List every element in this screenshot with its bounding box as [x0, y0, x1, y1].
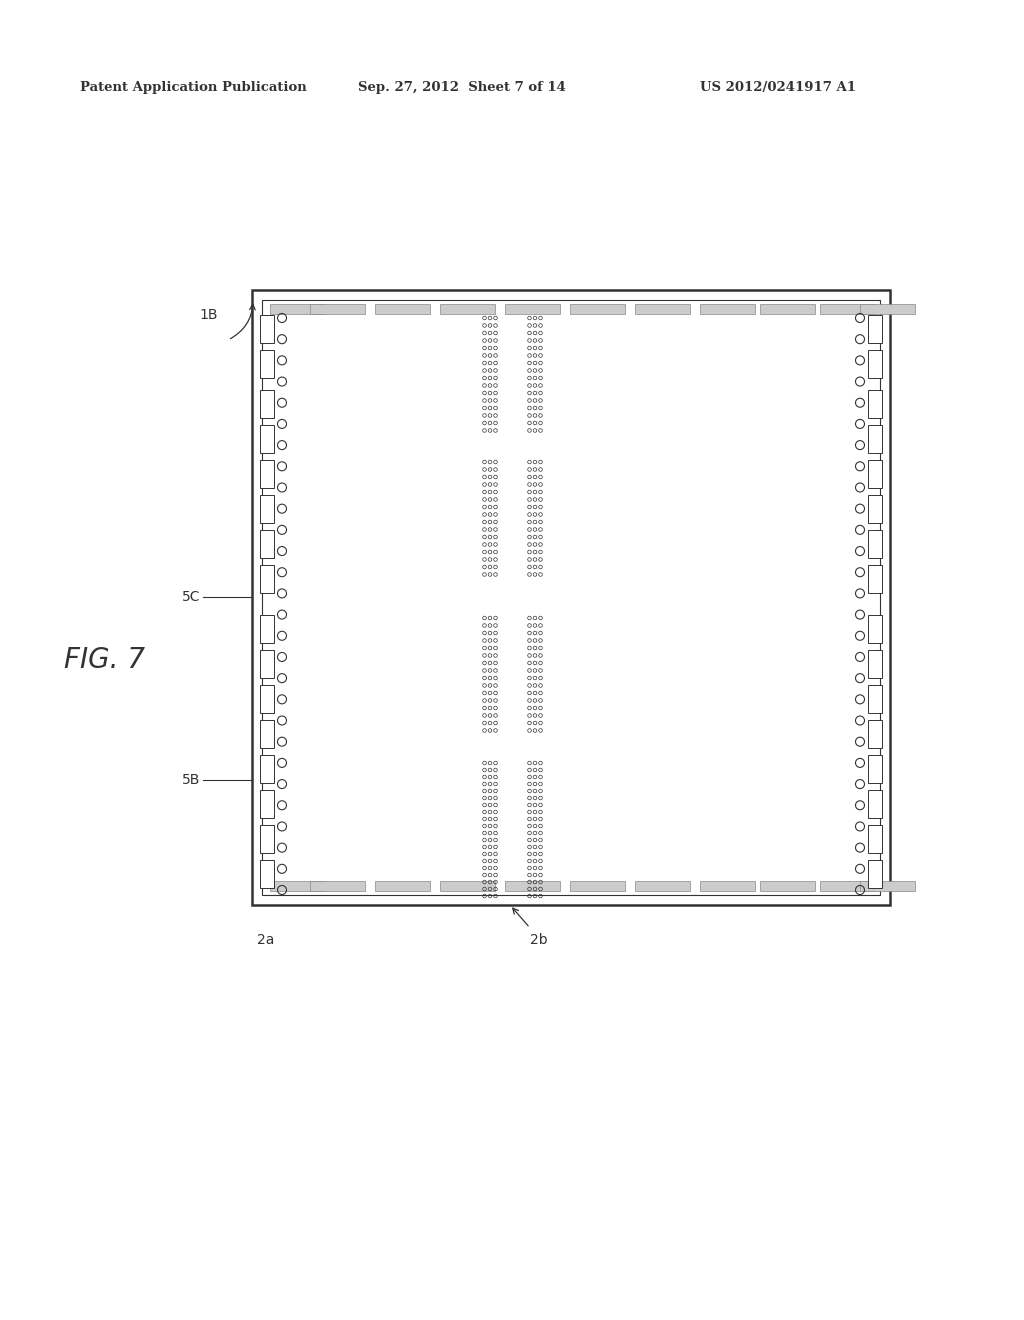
Bar — [260, 755, 274, 783]
Bar — [260, 565, 274, 593]
Bar — [820, 304, 874, 314]
Bar — [440, 304, 495, 314]
Bar — [260, 615, 274, 643]
Bar — [260, 315, 274, 343]
Text: FIG. 7: FIG. 7 — [65, 645, 145, 675]
Bar — [868, 565, 882, 593]
Text: 5B: 5B — [181, 774, 200, 787]
Bar — [260, 459, 274, 488]
Bar — [635, 880, 690, 891]
Bar — [868, 531, 882, 558]
Bar — [868, 350, 882, 378]
Bar — [260, 861, 274, 888]
Bar — [570, 880, 625, 891]
Bar — [868, 719, 882, 748]
Bar — [260, 531, 274, 558]
Bar — [700, 880, 755, 891]
Bar — [505, 880, 560, 891]
Bar — [310, 304, 365, 314]
Text: US 2012/0241917 A1: US 2012/0241917 A1 — [700, 82, 856, 95]
Bar — [868, 789, 882, 818]
Bar — [868, 755, 882, 783]
Bar — [760, 880, 815, 891]
Bar — [375, 880, 430, 891]
Bar — [440, 880, 495, 891]
Bar — [868, 685, 882, 713]
Bar — [262, 300, 880, 895]
Bar — [260, 425, 274, 453]
Bar — [252, 290, 890, 906]
Bar — [260, 495, 274, 523]
Bar — [260, 389, 274, 418]
Text: 5C: 5C — [181, 590, 200, 605]
Bar — [270, 880, 325, 891]
Bar — [860, 880, 915, 891]
Text: 2a: 2a — [257, 933, 274, 946]
Bar — [260, 789, 274, 818]
Bar — [375, 304, 430, 314]
Bar — [260, 350, 274, 378]
Bar — [310, 880, 365, 891]
Bar — [868, 459, 882, 488]
Bar — [260, 825, 274, 853]
Bar — [868, 425, 882, 453]
Bar — [868, 649, 882, 678]
Bar — [868, 861, 882, 888]
Bar — [505, 304, 560, 314]
Bar — [270, 304, 325, 314]
Bar — [868, 315, 882, 343]
Text: 1B: 1B — [200, 308, 218, 322]
Bar — [820, 880, 874, 891]
Bar — [868, 825, 882, 853]
Bar — [635, 304, 690, 314]
Bar — [868, 615, 882, 643]
Bar — [868, 495, 882, 523]
Bar — [570, 304, 625, 314]
Bar — [260, 719, 274, 748]
Bar — [868, 389, 882, 418]
Text: 2b: 2b — [530, 933, 548, 946]
Bar — [700, 304, 755, 314]
Text: Sep. 27, 2012  Sheet 7 of 14: Sep. 27, 2012 Sheet 7 of 14 — [358, 82, 566, 95]
Bar — [260, 649, 274, 678]
Text: Patent Application Publication: Patent Application Publication — [80, 82, 307, 95]
Bar — [760, 304, 815, 314]
Bar — [260, 685, 274, 713]
Bar — [860, 304, 915, 314]
